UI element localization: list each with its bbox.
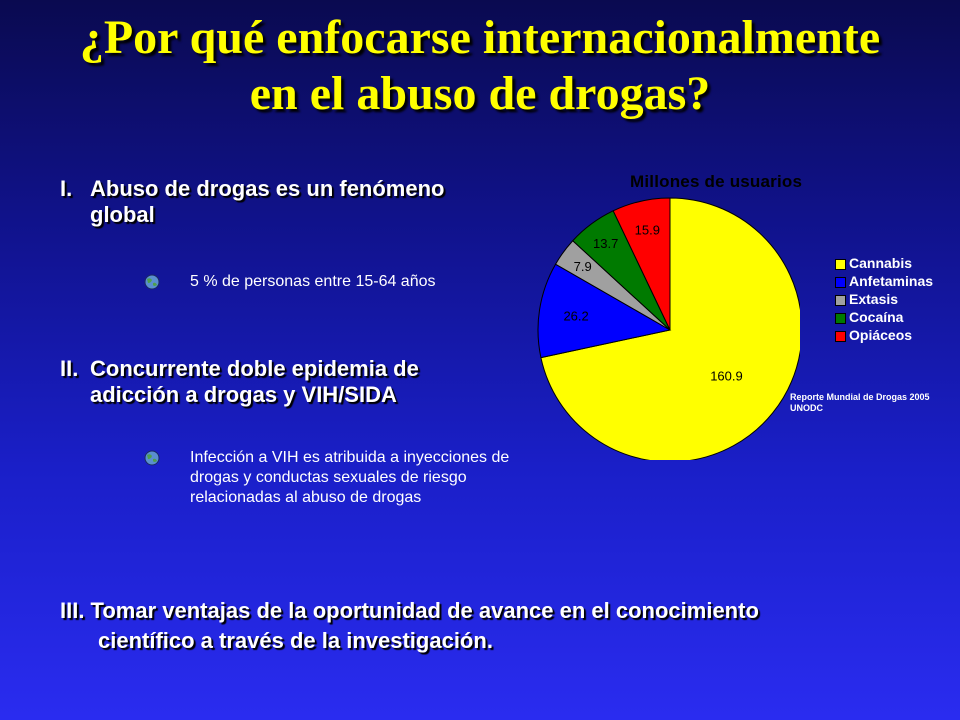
- pie-label-cannabis: 160.9: [710, 369, 743, 384]
- globe-icon: [144, 274, 160, 290]
- section-2-number: II.: [60, 356, 79, 381]
- section-3: III. Tomar ventajas de la oportunidad de…: [60, 596, 940, 656]
- slide-title: ¿Por qué enfocarse internacionalmente en…: [0, 10, 960, 122]
- pie-label-opiáceos: 15.9: [635, 223, 660, 238]
- bullet-1-text: 5 % de personas entre 15-64 años: [190, 273, 436, 290]
- title-line-2: en el abuso de drogas?: [249, 67, 711, 120]
- section-3-line-1: III. Tomar ventajas de la oportunidad de…: [60, 598, 759, 623]
- legend-swatch: [835, 277, 846, 288]
- section-1: I. Abuso de drogas es un fenómeno global: [60, 176, 480, 228]
- legend-swatch: [835, 295, 846, 306]
- pie-label-extasis: 7.9: [574, 259, 592, 274]
- source-line-2: UNODC: [790, 403, 823, 413]
- bullet-2-text: Infección a VIH es atribuida a inyeccion…: [190, 449, 510, 506]
- legend-swatch: [835, 313, 846, 324]
- pie-label-cocaína: 13.7: [593, 236, 618, 251]
- pie-label-anfetaminas: 26.2: [563, 308, 588, 323]
- section-2: II. Concurrente doble epidemia de adicci…: [60, 356, 500, 408]
- legend-label: Extasis: [849, 291, 899, 307]
- section-1-number: I.: [60, 176, 73, 201]
- legend-label: Opiáceos: [849, 327, 913, 343]
- section-2-text: Concurrente doble epidemia de adicción a…: [90, 356, 419, 407]
- legend-label: Cannabis: [849, 255, 913, 271]
- pie-slice-anfetaminas: [537, 263, 672, 359]
- bullet-1: 5 % de personas entre 15-64 años: [144, 272, 490, 292]
- section-1-text: Abuso de drogas es un fenómeno global: [90, 176, 445, 227]
- legend-label: Anfetaminas: [849, 273, 934, 289]
- legend-label: Cocaína: [849, 309, 904, 325]
- chart-title: Millones de usuarios: [630, 172, 803, 191]
- bullet-2: Infección a VIH es atribuida a inyeccion…: [144, 448, 510, 508]
- legend-swatch: [835, 331, 846, 342]
- pie-svg: 160.9 26.2 7.913.7 15.9: [537, 197, 800, 460]
- globe-icon: [144, 450, 160, 466]
- section-3-line-2: científico a través de la investigación.: [98, 628, 493, 653]
- pie-slice-opiáceos: [612, 197, 671, 331]
- title-line-1: ¿Por qué enfocarse internacionalmente: [79, 11, 881, 64]
- source-line-1: Reporte Mundial de Drogas 2005: [790, 392, 930, 402]
- legend-swatch: [835, 259, 846, 270]
- source-note: Reporte Mundial de Drogas 2005 UNODC: [790, 392, 930, 414]
- pie-chart: Millones de usuarios 160.9 26.2 7.9 13.7 15.…: [530, 160, 960, 460]
